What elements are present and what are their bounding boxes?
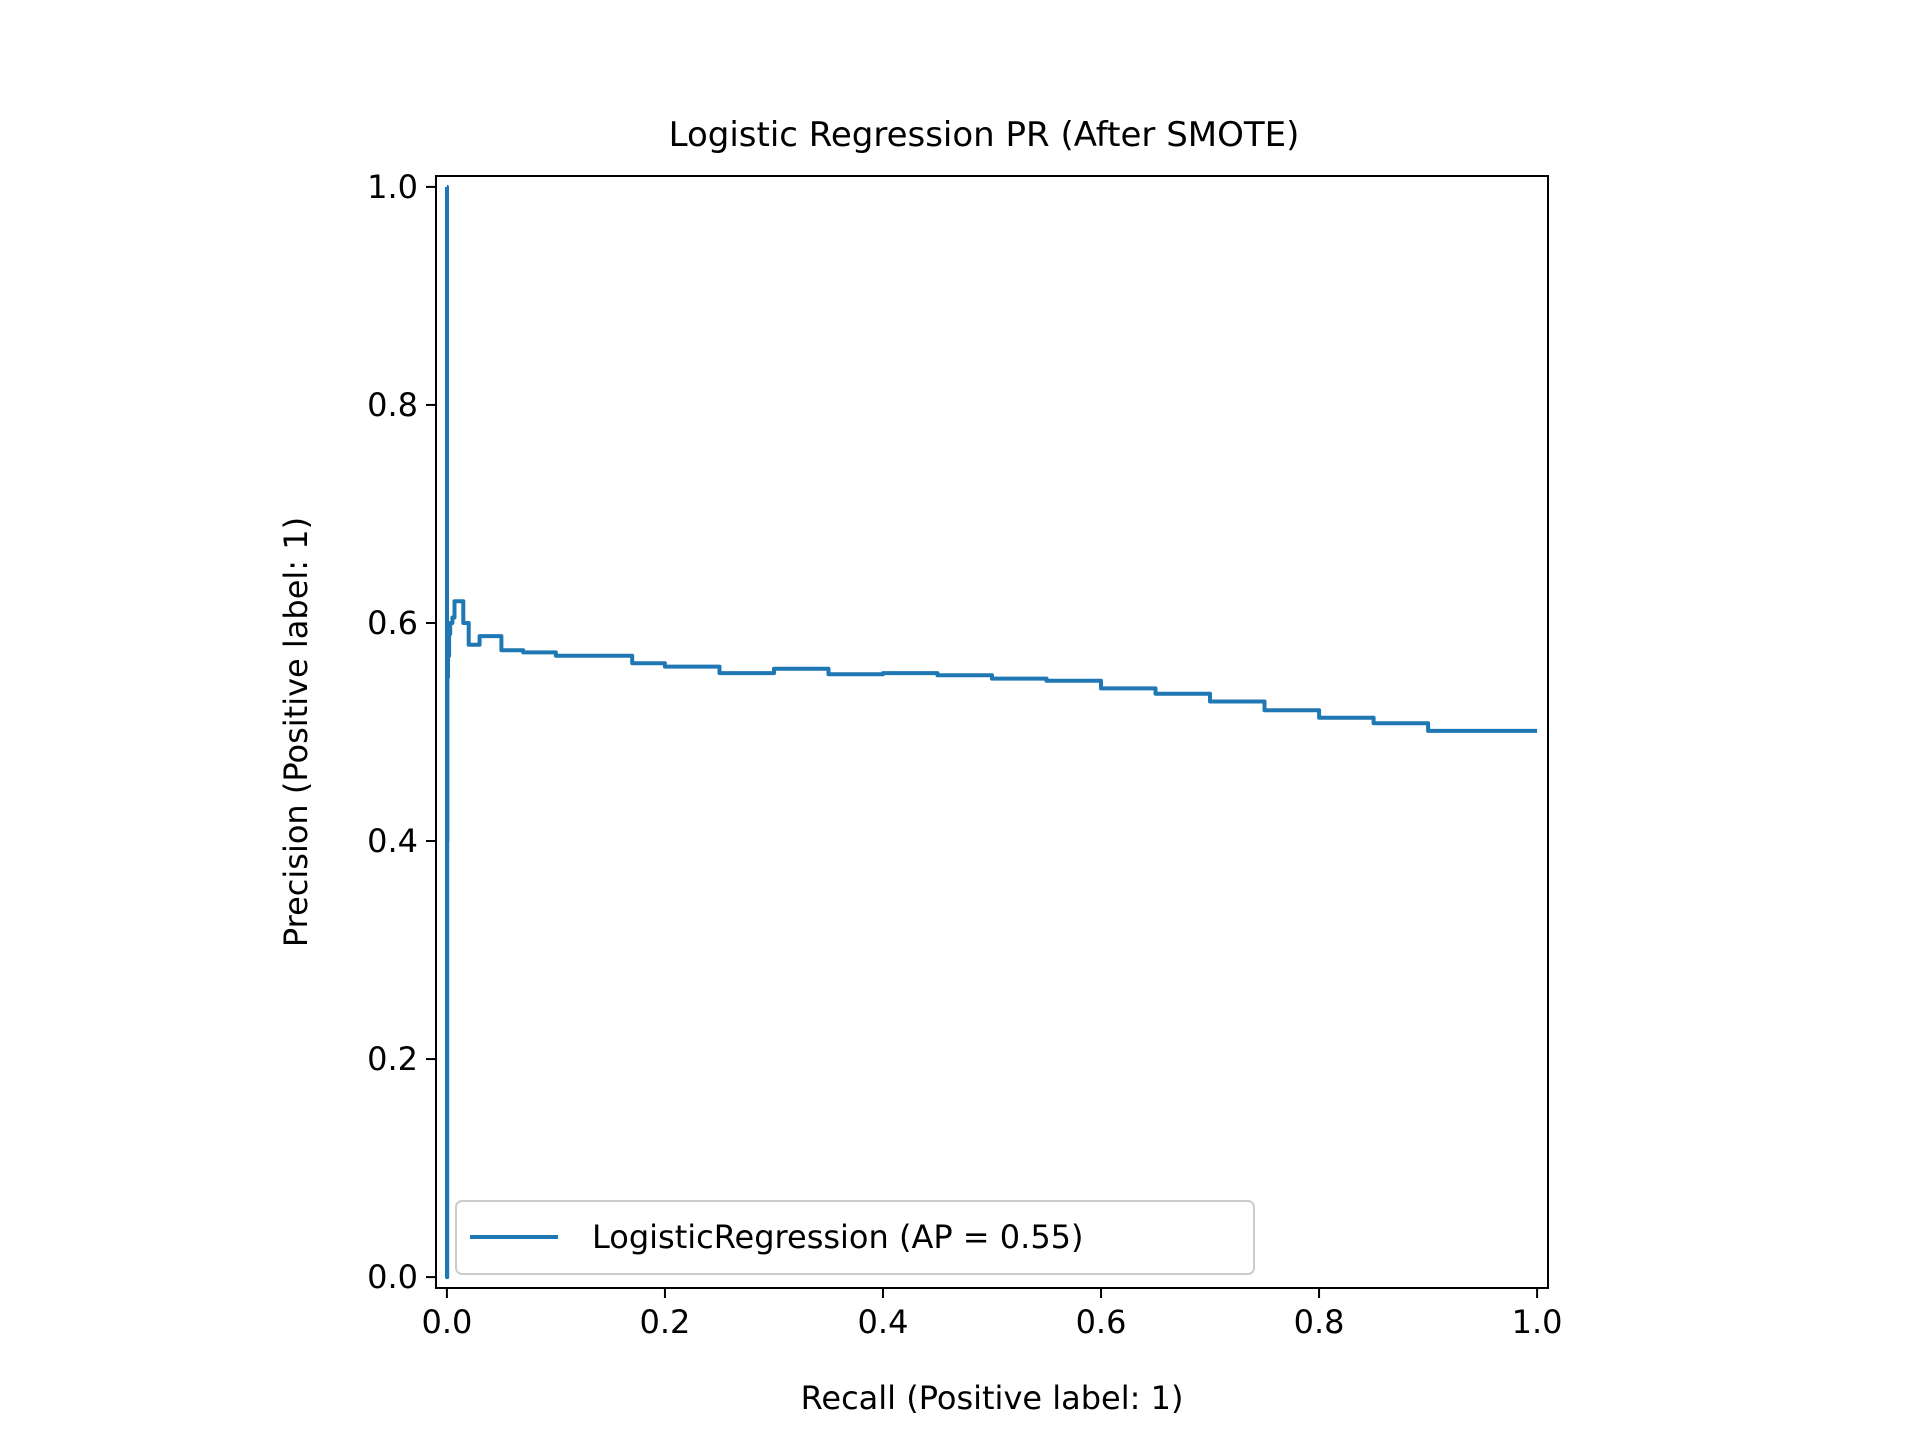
legend-label: LogisticRegression (AP = 0.55): [592, 1218, 1084, 1256]
y-tick-label: 1.0: [367, 168, 418, 206]
legend: LogisticRegression (AP = 0.55): [455, 1200, 1255, 1275]
chart-title: Logistic Regression PR (After SMOTE): [669, 115, 1300, 155]
y-tick-label: 0.4: [367, 822, 418, 860]
legend-box: [455, 1200, 1255, 1275]
y-axis-label: Precision (Positive label: 1): [277, 517, 315, 947]
x-tick-label: 0.4: [858, 1303, 909, 1341]
pr-curve-line: [445, 184, 1538, 1280]
plot-area: [445, 184, 1538, 1280]
axes-frame: [435, 175, 1549, 1289]
x-tick-label: 0.6: [1076, 1303, 1127, 1341]
x-axis-label: Recall (Positive label: 1): [801, 1379, 1184, 1417]
x-tick-label: 0.2: [639, 1303, 690, 1341]
y-tick-label: 0.2: [367, 1040, 418, 1078]
axis-ticks: 0.0 0.2 0.4 0.6 0.8 1.0 0.0 0.2 0.4 0.6 0.8 1.0: [367, 168, 1562, 1341]
y-tick-label: 0.6: [367, 604, 418, 642]
y-tick-label: 0.0: [367, 1258, 418, 1296]
x-tick-label: 0.8: [1294, 1303, 1345, 1341]
x-tick-label: 0.0: [421, 1303, 472, 1341]
y-tick-label: 0.8: [367, 386, 418, 424]
x-tick-label: 1.0: [1512, 1303, 1563, 1341]
